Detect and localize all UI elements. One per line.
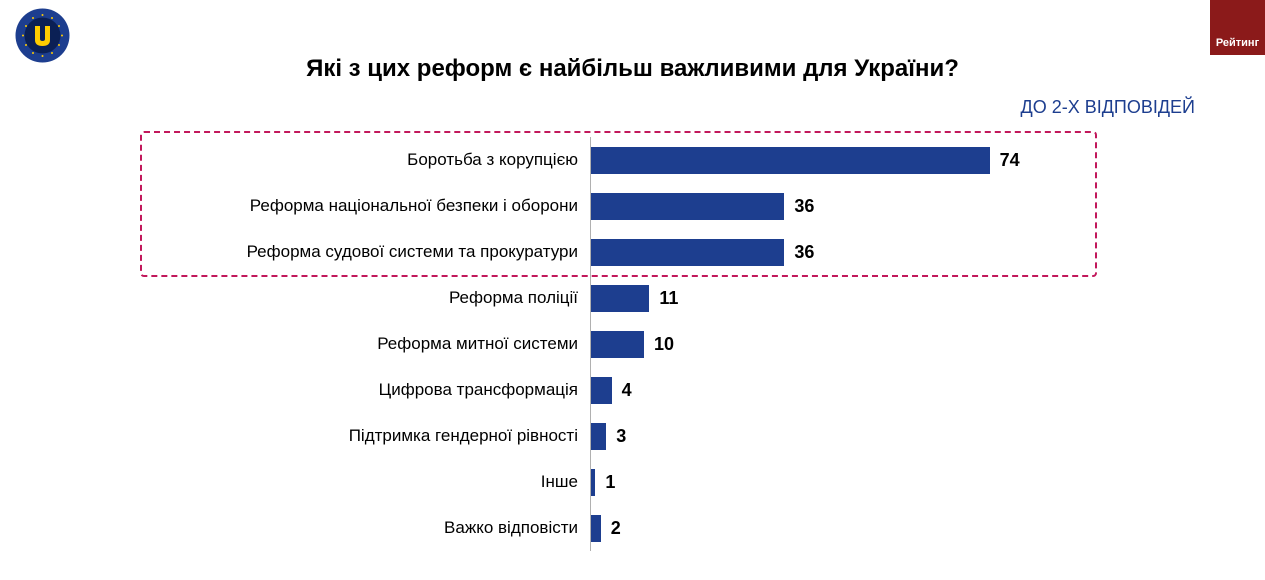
chart-title: Які з цих реформ є найбільш важливими дл… xyxy=(0,55,1265,83)
bar-chart: Боротьба з корупцією 74 Реформа національн… xyxy=(150,137,1150,551)
chart-row: Реформа поліції 11 xyxy=(150,275,1150,321)
bar xyxy=(590,285,649,312)
chart-row: Реформа митної системи 10 xyxy=(150,321,1150,367)
bar-container: 36 xyxy=(590,193,1150,220)
bar-label: Реформа національної безпеки і оборони xyxy=(150,196,590,216)
bar-label: Реформа митної системи xyxy=(150,334,590,354)
bar-container: 36 xyxy=(590,239,1150,266)
bar xyxy=(590,377,612,404)
y-axis xyxy=(590,137,591,551)
bar xyxy=(590,239,784,266)
bar xyxy=(590,515,601,542)
bar-label: Боротьба з корупцією xyxy=(150,150,590,170)
chart-subtitle: ДО 2-Х ВІДПОВІДЕЙ xyxy=(1021,97,1195,118)
bar xyxy=(590,423,606,450)
bar-container: 10 xyxy=(590,331,1150,358)
bar xyxy=(590,331,644,358)
badge-label: Рейтинг xyxy=(1216,37,1259,49)
chart-row: Важко відповісти 2 xyxy=(150,505,1150,551)
bar-container: 1 xyxy=(590,469,1150,496)
bar-value: 3 xyxy=(616,426,626,447)
bar-label: Інше xyxy=(150,472,590,492)
chart-row: Підтримка гендерної рівності 3 xyxy=(150,413,1150,459)
chart-row: Цифрова трансформація 4 xyxy=(150,367,1150,413)
bar-container: 3 xyxy=(590,423,1150,450)
bar xyxy=(590,193,784,220)
bar-value: 11 xyxy=(659,288,678,309)
rating-badge: Рейтинг xyxy=(1210,0,1265,55)
bar-container: 2 xyxy=(590,515,1150,542)
bar xyxy=(590,147,990,174)
bar-value: 2 xyxy=(611,518,621,539)
bar-container: 74 xyxy=(590,147,1150,174)
bar-label: Реформа поліції xyxy=(150,288,590,308)
chart-row: Реформа національної безпеки і оборони 36 xyxy=(150,183,1150,229)
bar-container: 4 xyxy=(590,377,1150,404)
bar-value: 36 xyxy=(794,242,814,263)
bar-label: Важко відповісти xyxy=(150,518,590,538)
bar-value: 1 xyxy=(605,472,615,493)
bar-label: Реформа судової системи та прокуратури xyxy=(150,242,590,262)
bar-value: 10 xyxy=(654,334,674,355)
bar-container: 11 xyxy=(590,285,1150,312)
chart-row: Боротьба з корупцією 74 xyxy=(150,137,1150,183)
bar-value: 74 xyxy=(1000,150,1020,171)
chart-row: Реформа судової системи та прокуратури 36 xyxy=(150,229,1150,275)
bar-label: Підтримка гендерної рівності xyxy=(150,426,590,446)
bar-value: 36 xyxy=(794,196,814,217)
bar-value: 4 xyxy=(622,380,632,401)
chart-row: Інше 1 xyxy=(150,459,1150,505)
bar-label: Цифрова трансформація xyxy=(150,380,590,400)
